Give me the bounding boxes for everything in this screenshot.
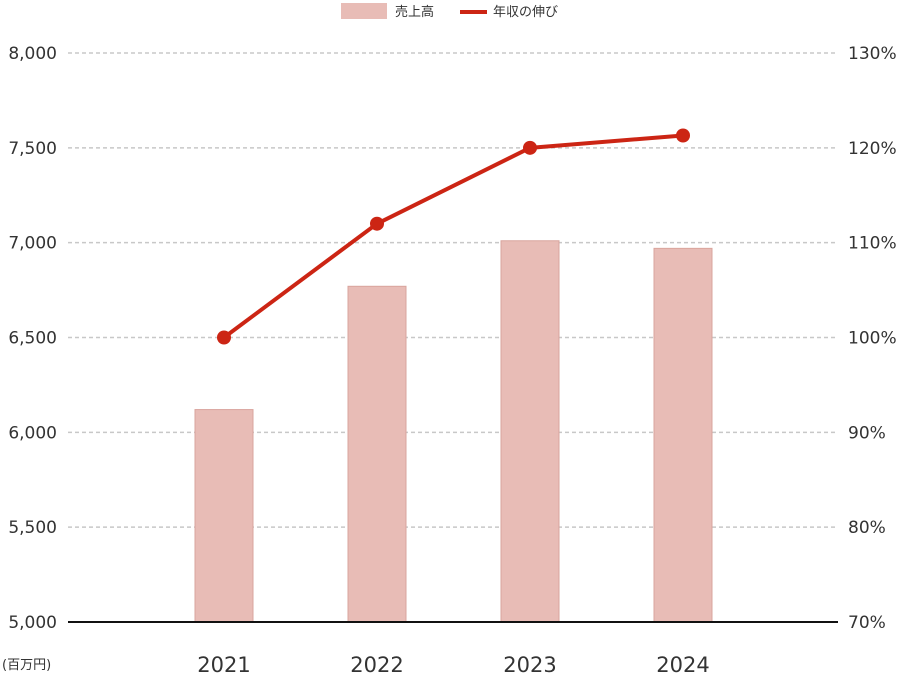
x-axis-ticks: 2021 2022 2023 2024 <box>197 653 709 677</box>
bar <box>653 247 713 623</box>
left-tick-label: 5,500 <box>8 518 57 538</box>
growth-line-series <box>217 128 690 345</box>
right-tick-label: 100% <box>848 329 897 349</box>
growth-line <box>222 133 684 340</box>
left-axis-ticks: 5,000 5,500 6,000 6,500 7,000 7,500 8,000 <box>8 44 57 633</box>
x-tick-label: 2022 <box>350 653 403 677</box>
legend-swatch-sales <box>341 3 387 19</box>
growth-point <box>217 330 231 345</box>
growth-point <box>370 216 384 231</box>
right-tick-label: 80% <box>848 518 886 538</box>
x-tick-label: 2021 <box>197 653 250 677</box>
left-axis-unit: (百万円) <box>2 658 51 673</box>
bars <box>194 240 713 623</box>
bar <box>194 409 254 623</box>
right-tick-label: 130% <box>848 44 897 64</box>
growth-point <box>676 128 690 143</box>
left-tick-label: 5,000 <box>8 613 57 633</box>
right-tick-label: 90% <box>848 423 886 443</box>
growth-point <box>523 140 537 155</box>
left-tick-label: 8,000 <box>8 44 57 64</box>
bar <box>500 240 560 623</box>
legend: 売上高 年収の伸び <box>341 3 558 20</box>
gridlines <box>68 52 838 528</box>
right-tick-label: 70% <box>848 613 886 633</box>
x-tick-label: 2023 <box>503 653 556 677</box>
bar <box>347 285 407 623</box>
legend-label-growth: 年収の伸び <box>493 5 558 20</box>
right-axis-ticks: 70% 80% 90% 100% 110% 120% 130% <box>848 44 897 633</box>
left-tick-label: 7,500 <box>8 139 57 159</box>
x-tick-label: 2024 <box>656 653 709 677</box>
left-tick-label: 6,000 <box>8 423 57 443</box>
left-tick-label: 6,500 <box>8 329 57 349</box>
left-tick-label: 7,000 <box>8 234 57 254</box>
right-tick-label: 120% <box>848 139 897 159</box>
legend-label-sales: 売上高 <box>395 4 434 20</box>
right-tick-label: 110% <box>848 234 897 254</box>
